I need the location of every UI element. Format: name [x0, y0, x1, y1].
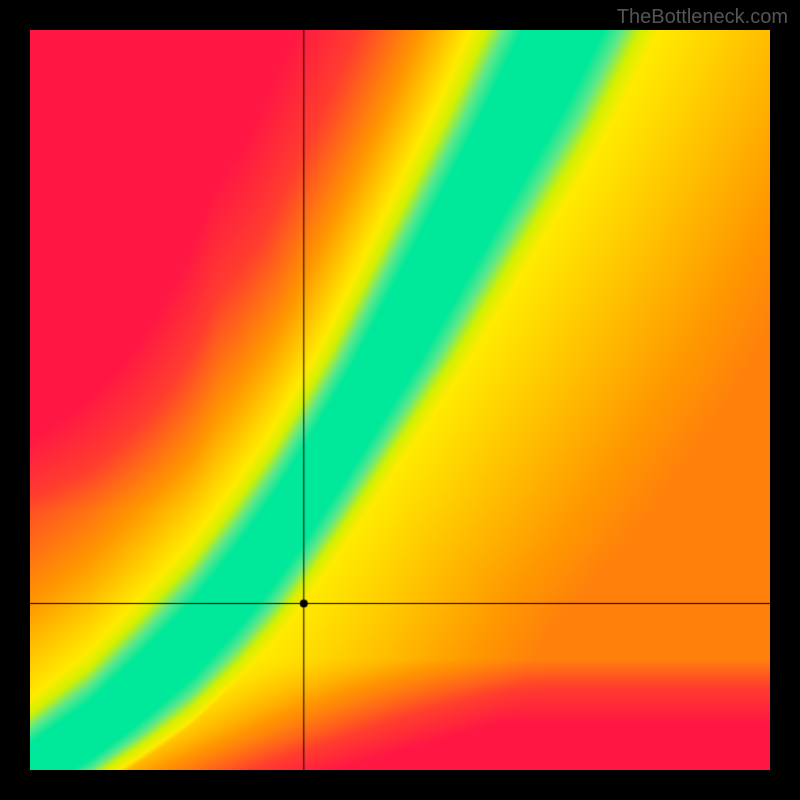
watermark-text: TheBottleneck.com	[617, 6, 788, 29]
chart-container: TheBottleneck.com	[0, 0, 800, 800]
heatmap-canvas	[30, 30, 770, 770]
plot-area	[30, 30, 770, 770]
